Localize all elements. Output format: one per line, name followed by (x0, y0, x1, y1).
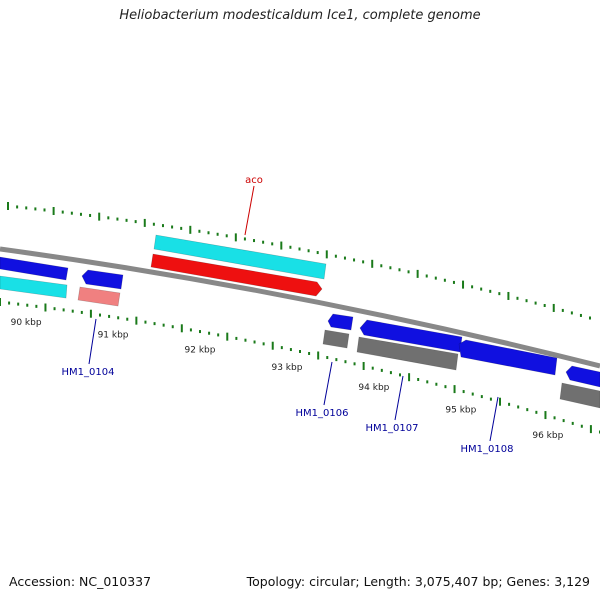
kbp-tick-label: 92 kbp (185, 346, 216, 356)
kbp-tick-label: 91 kbp (98, 331, 129, 341)
gene-arrow-reverse[interactable] (458, 339, 558, 376)
leader-line-hm1-0108 (489, 396, 499, 442)
genome-summary-text: Topology: circular; Length: 3,075,407 bp… (246, 574, 590, 589)
gene-block-gray[interactable] (322, 329, 350, 349)
inner-tick-ring (0, 298, 600, 434)
gene-arrow-reverse[interactable] (327, 313, 354, 331)
gene-label-hm1-0104[interactable]: HM1_0104 (62, 367, 115, 378)
leader-line-hm1-0104 (88, 318, 97, 365)
gene-block-gray[interactable] (356, 336, 459, 371)
gene-label-aco[interactable]: aco (245, 175, 263, 186)
gene-block-gray[interactable] (559, 382, 600, 409)
kbp-tick-label: 93 kbp (271, 363, 302, 373)
genome-backbone (0, 246, 600, 369)
gene-arrow-red[interactable] (150, 253, 323, 297)
leader-line-aco (244, 185, 255, 236)
gene-arrow-reverse[interactable] (81, 269, 124, 290)
map-title: Heliobacterium modesticaldum Ice1, compl… (119, 8, 481, 23)
gene-label-hm1-0106[interactable]: HM1_0106 (296, 408, 349, 419)
gene-arrow-cyan[interactable] (153, 234, 327, 280)
gene-arrow-cyan-left[interactable] (0, 275, 68, 299)
gene-label-hm1-0107[interactable]: HM1_0107 (366, 423, 419, 434)
gene-arrow-reverse[interactable] (565, 365, 600, 388)
outer-tick-ring (7, 202, 591, 320)
gene-arrow-forward[interactable] (0, 256, 69, 281)
kbp-tick-label: 96 kbp (532, 431, 563, 441)
gene-block-pink[interactable] (77, 286, 121, 307)
kbp-tick-label: 95 kbp (445, 406, 476, 416)
leader-line-hm1-0107 (394, 375, 404, 421)
kbp-tick-label: 94 kbp (358, 383, 389, 393)
gene-label-hm1-0108[interactable]: HM1_0108 (461, 444, 514, 455)
leader-line-hm1-0106 (323, 361, 333, 406)
kbp-tick-label: 90 kbp (11, 318, 42, 328)
accession-text: Accession: NC_010337 (9, 574, 152, 589)
